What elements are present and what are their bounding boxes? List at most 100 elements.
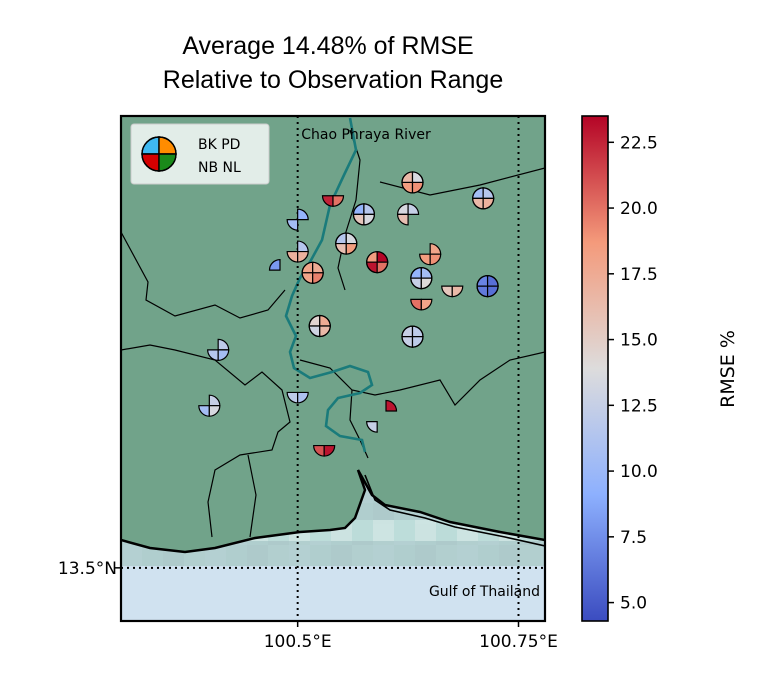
station-outline [308,314,331,338]
station-glyph [352,203,376,226]
station-quadrant-nl [208,405,221,417]
station-glyph [207,338,230,361]
gulf-label: Gulf of Thailand [429,584,540,600]
station-glyph [441,285,464,298]
raster-cell [205,545,226,566]
legend-line-2: NB NL [198,160,241,176]
station-quadrant-nb [396,213,409,226]
raster-cell [373,520,394,541]
colorbar-label: RMSE % [717,330,739,408]
raster-cell [415,520,436,541]
x-tick-label: 100.75°E [479,632,558,652]
raster-cell [394,545,415,566]
x-tick-label: 100.5°E [264,632,332,652]
station-outline [410,267,433,290]
raster-cell [373,545,394,566]
colorbar-ticks: 5.0 7.5 10.0 12.5 15.0 17.5 20.0 22.5 [608,133,658,614]
station-outline [472,187,495,210]
station-glyph [286,391,309,404]
raster-cell [394,520,415,541]
raster-cell [541,545,545,566]
station-outline [401,325,424,348]
station-outline [366,251,389,274]
station-quadrant-nl [217,349,230,361]
station-outline [335,232,358,255]
station-quadrant-pd [297,208,309,221]
station-glyph [286,240,309,263]
station-glyph [396,203,420,226]
station-glyph [410,298,433,311]
colorbar [581,115,609,622]
station-glyph [335,232,358,255]
colorbar-tick-label: 5.0 [620,594,647,614]
station-glyph [410,267,433,290]
raster-cell [415,545,436,566]
station-glyph [366,251,389,274]
raster-cell [268,545,289,566]
station-quadrant-pd [385,399,398,412]
station-glyph [385,399,398,412]
station-quadrant-nb [286,219,299,231]
river-label: Chao Phraya River [301,127,431,143]
boundary-line [121,231,286,319]
station-glyph [476,275,499,298]
colorbar-tick-label: 22.5 [620,133,658,153]
station-outline [352,203,376,226]
station-glyph [401,325,424,348]
legend-outline [141,136,177,172]
map-frame [119,114,547,623]
boundary-line [247,454,257,538]
station-quadrant-nl [297,391,309,404]
title-line-1: Average 14.48% of RMSE [182,32,473,60]
raster-cell [457,545,478,566]
raster-cell [520,545,541,566]
station-glyph [286,208,309,231]
gridlines [121,116,545,621]
raster-cell [436,545,457,566]
station-glyph [366,421,378,433]
station-glyph [472,187,495,210]
station-quadrant-bk [268,259,281,271]
raster-cell [310,545,331,566]
station-glyph [321,195,345,207]
coastline-inner [364,474,545,547]
y-tick-label: 13.5°N [58,559,117,579]
raster-cell [478,545,499,566]
boundary-line [121,344,291,538]
chao-phraya-river [284,117,374,453]
station-glyph [401,171,424,194]
raster-cell [352,545,373,566]
station-glyph [308,314,331,338]
station-outline [401,171,424,194]
boundary-line [337,129,361,291]
station-quadrant-nl [297,250,309,263]
station-quadrant-pd [407,203,420,215]
title-line-2: Relative to Observation Range [163,66,503,94]
colorbar-tick-label: 10.0 [620,462,658,482]
raster-cell [499,545,520,566]
station-quadrant-nb [366,421,378,433]
raster-cell [226,545,247,566]
station-glyphs [198,171,499,457]
colorbar-tick-label: 17.5 [620,265,658,285]
legend-line-1: BK PD [198,137,240,153]
coastline [121,469,545,554]
station-outline [476,275,499,298]
station-quadrant-nl [420,298,433,311]
legend-glyph [141,136,177,172]
colorbar-tick-label: 12.5 [620,396,658,416]
boundary-line [299,351,545,406]
station-glyph [313,444,336,457]
raster-cell [352,520,373,541]
raster-cell [142,545,163,566]
station-glyph [268,259,281,271]
station-quadrant-nl [323,444,336,457]
land-area [121,116,545,552]
colorbar-tick-label: 7.5 [620,528,647,548]
colorbar-tick-label: 20.0 [620,199,658,219]
raster-cell [247,545,268,566]
station-glyph [198,394,221,417]
station-glyph [301,261,324,284]
raster-cell [121,545,142,566]
